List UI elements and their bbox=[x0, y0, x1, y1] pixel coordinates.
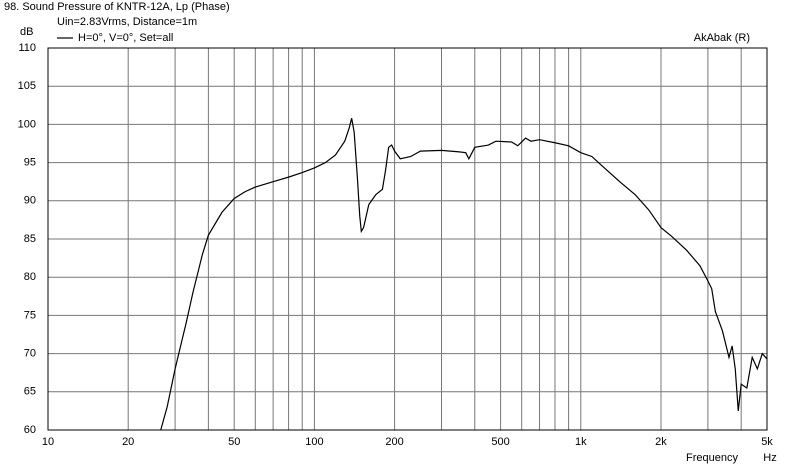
x-tick-label: 50 bbox=[228, 436, 240, 448]
x-tick-label: 20 bbox=[122, 436, 134, 448]
x-tick-label: 500 bbox=[491, 436, 509, 448]
chart-subtitle: Uin=2.83Vrms, Distance=1m bbox=[57, 16, 197, 28]
y-axis-label: dB bbox=[20, 26, 33, 38]
y-tick-label: 80 bbox=[24, 271, 36, 283]
y-tick-label: 75 bbox=[24, 309, 36, 321]
y-tick-label: 90 bbox=[24, 195, 36, 207]
x-tick-label: 10 bbox=[42, 436, 54, 448]
data-line bbox=[160, 118, 768, 431]
y-tick-label: 100 bbox=[18, 118, 36, 130]
annotation: AkAbak (R) bbox=[694, 32, 750, 44]
x-axis-unit: Hz bbox=[763, 452, 776, 464]
legend-label: H=0°, V=0°, Set=all bbox=[78, 32, 173, 44]
x-tick-label: 5k bbox=[761, 436, 773, 448]
x-axis-label: Frequency bbox=[686, 452, 738, 464]
y-tick-label: 70 bbox=[24, 348, 36, 360]
y-tick-label: 85 bbox=[24, 233, 36, 245]
x-tick-label: 100 bbox=[305, 436, 323, 448]
x-tick-label: 200 bbox=[385, 436, 403, 448]
y-tick-label: 105 bbox=[18, 80, 36, 92]
y-tick-label: 110 bbox=[18, 42, 36, 54]
y-tick-label: 95 bbox=[24, 157, 36, 169]
x-tick-label: 1k bbox=[575, 436, 587, 448]
y-tick-label: 60 bbox=[24, 424, 36, 436]
chart-title: 98. Sound Pressure of KNTR-12A, Lp (Phas… bbox=[4, 1, 230, 13]
y-tick-label: 65 bbox=[24, 386, 36, 398]
x-tick-label: 2k bbox=[655, 436, 667, 448]
plot-frame bbox=[47, 47, 768, 431]
